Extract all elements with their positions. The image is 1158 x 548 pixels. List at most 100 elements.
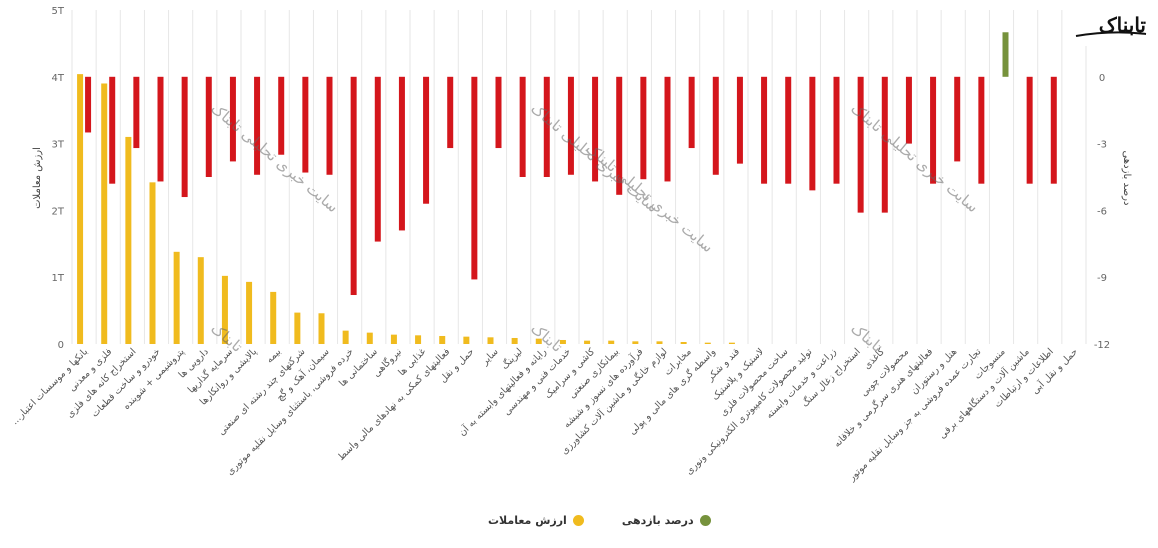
bar-return[interactable] xyxy=(302,76,309,173)
legend-label-return: درصد بازدهی xyxy=(621,514,694,527)
bar-return[interactable] xyxy=(881,76,888,213)
bar-trade-value[interactable] xyxy=(197,257,204,344)
legend-dot-return xyxy=(699,515,711,526)
bar-return[interactable] xyxy=(592,76,599,182)
category-label: سایر xyxy=(479,346,501,368)
bar-return[interactable] xyxy=(447,76,454,149)
bar-trade-value[interactable] xyxy=(632,341,639,344)
bar-return[interactable] xyxy=(857,76,864,213)
bar-trade-value[interactable] xyxy=(487,337,494,344)
bar-return[interactable] xyxy=(736,76,743,164)
bar-return[interactable] xyxy=(833,76,840,184)
bar-return[interactable] xyxy=(954,76,961,162)
bar-trade-value[interactable] xyxy=(439,335,446,344)
bar-trade-value[interactable] xyxy=(77,74,84,345)
series-trade-value xyxy=(77,74,735,345)
left-axis-ticks: 0 1T 2T 3T 4T 5T xyxy=(52,6,65,351)
left-axis-title: ارزش معاملات xyxy=(32,147,43,209)
bar-return[interactable] xyxy=(374,76,381,242)
bar-trade-value[interactable] xyxy=(463,336,470,344)
bar-return[interactable] xyxy=(978,76,985,184)
watermark-text: سایت خبری تحلیلی تابناک xyxy=(582,139,716,256)
bar-trade-value[interactable] xyxy=(221,275,228,344)
bar-return[interactable] xyxy=(567,76,574,175)
right-tick-label: -6 xyxy=(1097,206,1107,217)
bar-return[interactable] xyxy=(712,76,719,175)
right-axis-ticks: -12-9-6-303 xyxy=(1094,6,1110,351)
category-label: بیمه xyxy=(264,346,283,365)
bar-return[interactable] xyxy=(471,76,478,280)
bar-trade-value[interactable] xyxy=(680,341,687,344)
bar-trade-value[interactable] xyxy=(584,340,591,344)
legend-label-trade-value: ارزش معاملات xyxy=(488,514,567,527)
bar-return[interactable] xyxy=(254,76,261,175)
bar-trade-value[interactable] xyxy=(294,312,301,344)
left-tick-label: 3T xyxy=(52,140,65,151)
bar-trade-value[interactable] xyxy=(101,83,108,344)
left-tick-label: 4T xyxy=(52,73,65,84)
bar-return[interactable] xyxy=(398,76,405,231)
watermark-text: سایت خبری تحلیلی تابناک xyxy=(847,99,981,216)
right-tick-label: 0 xyxy=(1099,73,1105,84)
bar-return[interactable] xyxy=(85,76,92,133)
bar-return[interactable] xyxy=(688,76,695,149)
bar-return[interactable] xyxy=(1026,76,1033,184)
legend-item-return[interactable]: درصد بازدهی xyxy=(622,514,711,527)
legend-item-trade-value[interactable]: ارزش معاملات xyxy=(488,514,584,527)
category-label: شرکتهای چند رشته ای صنعتی xyxy=(216,346,307,437)
bar-trade-value[interactable] xyxy=(149,182,156,344)
bar-trade-value[interactable] xyxy=(318,313,325,344)
bar-return[interactable] xyxy=(423,76,430,204)
bar-return[interactable] xyxy=(761,76,768,184)
bar-return[interactable] xyxy=(133,76,140,149)
bar-trade-value[interactable] xyxy=(246,281,253,344)
watermark-text: سایت خبری تحلیلی تابناک xyxy=(207,99,341,216)
bar-return[interactable] xyxy=(664,76,671,182)
bar-trade-value[interactable] xyxy=(704,342,711,344)
right-tick-label: -9 xyxy=(1097,273,1107,284)
bar-return[interactable] xyxy=(229,76,236,162)
bar-trade-value[interactable] xyxy=(656,341,663,344)
chart-legend: درصد بازدهی ارزش معاملات xyxy=(488,514,711,527)
bar-return[interactable] xyxy=(350,76,357,296)
chart-grid xyxy=(71,10,1087,344)
legend-dot-trade-value xyxy=(572,515,584,526)
bar-trade-value[interactable] xyxy=(415,335,422,344)
bar-return[interactable] xyxy=(616,76,623,195)
bar-trade-value[interactable] xyxy=(559,339,566,344)
bar-return[interactable] xyxy=(109,76,116,184)
bar-trade-value[interactable] xyxy=(608,340,615,344)
left-tick-label: 5T xyxy=(52,6,65,17)
bar-trade-value[interactable] xyxy=(511,337,518,344)
bar-trade-value[interactable] xyxy=(535,338,542,344)
right-axis-title: درصد بازدهی xyxy=(1121,151,1132,206)
bar-return[interactable] xyxy=(1050,76,1057,184)
bar-return[interactable] xyxy=(930,76,937,184)
bar-trade-value[interactable] xyxy=(728,342,735,344)
bar-return[interactable] xyxy=(181,76,188,198)
bar-trade-value[interactable] xyxy=(342,330,349,344)
bar-return[interactable] xyxy=(205,76,212,177)
bar-return[interactable] xyxy=(905,76,912,144)
bar-return[interactable] xyxy=(640,76,647,180)
bar-trade-value[interactable] xyxy=(390,334,397,344)
bar-return[interactable] xyxy=(326,76,333,175)
right-tick-label: -3 xyxy=(1097,140,1107,151)
bar-trade-value[interactable] xyxy=(270,291,277,344)
bar-return[interactable] xyxy=(809,76,816,191)
tabnak-logo: تابناک xyxy=(1072,6,1150,46)
bar-return[interactable] xyxy=(278,76,285,155)
series-return xyxy=(85,32,1057,296)
bar-return[interactable] xyxy=(1002,32,1009,77)
left-tick-label: 1T xyxy=(52,273,65,284)
bar-return[interactable] xyxy=(785,76,792,184)
bar-trade-value[interactable] xyxy=(173,251,180,344)
bar-return[interactable] xyxy=(543,76,550,177)
bar-return[interactable] xyxy=(157,76,164,182)
bar-return[interactable] xyxy=(495,76,502,149)
left-tick-label: 2T xyxy=(52,206,65,217)
bar-trade-value[interactable] xyxy=(366,332,373,344)
bar-trade-value[interactable] xyxy=(125,136,132,344)
bar-return[interactable] xyxy=(519,76,526,177)
